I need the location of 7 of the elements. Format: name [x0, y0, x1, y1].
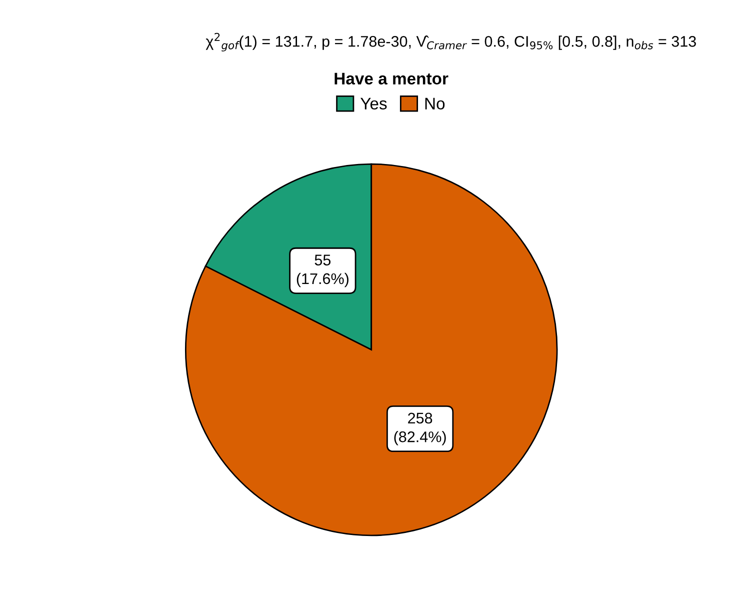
- text: χ$^{2}$$_{gof}$(1) = 131.7, p = 1.78e-30, V̂$_{Cramer}$ = 0.6, CI$_{95%}$ [0.5, 0.8], n$_{obs}$ = 313: [206, 32, 696, 52]
- legend-label: Yes: [360, 98, 387, 110]
- legend-label: No: [425, 98, 445, 110]
- data-label: 55 (17.6%): [296, 254, 348, 288]
- legend-title: Have a mentor: [334, 72, 448, 85]
- pie-slice: [184, 163, 558, 536]
- data-label: 258 (82.4%): [394, 412, 446, 446]
